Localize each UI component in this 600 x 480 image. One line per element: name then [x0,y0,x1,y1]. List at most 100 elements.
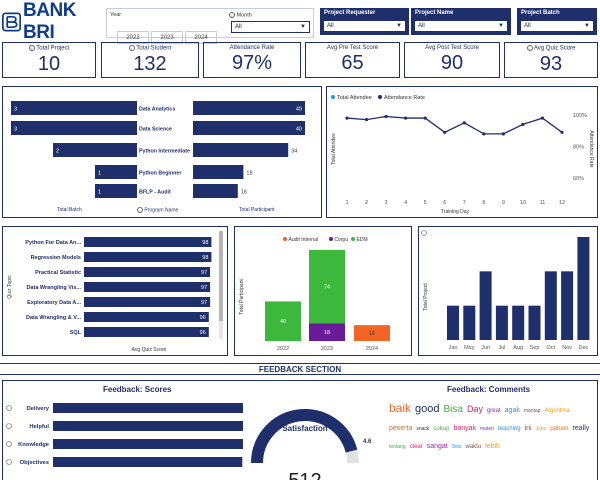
year-segment-label: 40 [280,319,286,325]
month-bar [528,305,541,340]
year-2023-button[interactable]: 2023 [151,31,183,44]
program-name-label: BFLP - Audit [139,190,171,196]
participant-value-label: 34 [291,149,297,155]
year-segment-label: 18 [324,330,330,336]
feedback-bar [53,403,243,413]
feedback-category-label: Knowledge [18,442,50,448]
year-chart-panel: Audit Internal Corpu EDM Total Participant 4… [234,226,412,356]
month-bar [479,271,492,340]
attendance-rate-point [521,122,525,126]
quiz-topic-label: Practical Statistic [35,270,81,276]
attendance-rate-point [443,130,447,134]
legend-marker [351,237,355,241]
word-cloud-word: sangat [426,443,448,450]
project-requester-select[interactable]: All ▼ [323,20,406,32]
legend-rate-marker [378,95,382,99]
project-name-filter: Project Name All ▼ [411,8,511,35]
kpi-value: 132 [133,52,167,75]
word-cloud-word: mantap [523,408,541,414]
month-select[interactable]: All ▼ [231,21,310,33]
kpi-label: Attendance Rate [229,45,275,51]
kpi-value: 10 [37,52,61,75]
word-cloud-word: Day [466,404,483,414]
quiz-scrollbar-thumb [219,231,223,321]
month-x-label: Aug [513,345,523,351]
program-chart: 3 Data Analytics 40 3 Data Science 40 2 Python … [11,101,305,198]
right-tick-label: 80% [573,145,584,151]
right-tick-label: 100% [573,113,587,119]
feedback-category-label: Objectives [20,460,49,466]
satisfaction-label: Satisfaction [282,424,327,433]
word-cloud-word: Bisa [443,404,463,415]
word-cloud-word: great [486,408,501,414]
feedback-scores-chart: Delivery4.60Helpful4.63Knowledge4.63Obje… [6,403,243,467]
word-cloud-word: Algoritma [544,408,570,414]
info-icon: i [229,12,235,18]
batch-value-label: 3 [14,127,17,133]
feedback-word-cloud: baik good Bisa Day great agak mantap Algoritma p… [387,399,599,480]
x-tick-label: 9 [502,200,505,206]
attendance-rate-point [482,132,486,136]
program-name-label: Data Analytics [139,107,175,113]
word-cloud-word: tentang [389,444,406,450]
year-2022-button[interactable]: 2022 [117,31,149,44]
feedback-bar [53,439,243,449]
program-chart-panel: 3 Data Analytics 40 3 Data Science 40 2 Python … [2,86,322,218]
quiz-value-label: 96 [200,330,206,336]
month-x-label: Dec [579,345,589,351]
info-icon [6,441,12,447]
info-icon: i [28,45,35,51]
year-segment [309,323,345,341]
legend-marker [283,237,287,241]
program-name-label: Python Intermediate [139,149,190,155]
kpi-avg-pre-test: Avg Pre Test Score 65 [305,42,400,78]
month-label: i Month [229,12,252,18]
project-requester-filter: Project Requester All ▼ [320,8,409,35]
batch-value-label: 1 [98,190,101,196]
kpi-value: 93 [539,52,563,75]
info-icon: i [128,45,135,51]
month-bar [463,305,476,340]
chevron-down-icon: ▼ [498,23,504,29]
batch-bar [95,165,137,179]
x-tick-label: 7 [463,200,466,206]
quiz-bar [84,312,209,322]
right-tick-label: 60% [573,176,584,182]
year-x-label: 2022 [277,346,289,352]
month-ylabel: Total Project [423,283,429,311]
feedback-category-label: Helpful [29,424,49,430]
batch-bar [95,184,137,198]
project-batch-select[interactable]: All ▼ [520,20,594,32]
year-2024-button[interactable]: 2024 [185,31,217,44]
quiz-value-label: 98 [202,255,208,261]
x-tick-label: 11 [540,200,546,206]
quiz-topic-label: Exploratory Data A... [27,300,81,306]
batch-value-label: 1 [98,171,101,177]
satisfaction-count: 512 [288,470,321,480]
word-cloud-word: Jobs [535,426,547,432]
feedback-category-label: Delivery [26,406,49,412]
info-icon [6,423,12,429]
project-name-select[interactable]: All ▼ [414,20,508,32]
word-cloud-word: really [572,425,590,432]
word-cloud-word: teaching [497,426,521,432]
attendance-rate-point [345,116,349,120]
bank-logo: BANK BRI [2,0,100,43]
participant-bar [193,165,244,179]
attendance-rate-point [462,121,466,125]
x-tick-label: 8 [482,200,485,206]
month-bar [512,305,525,340]
month-x-label: Jul [498,345,505,351]
project-batch-value: All [524,23,531,29]
info-icon [6,459,12,465]
info-icon: i [137,207,143,213]
legend-rate-label: Attendance Rate [384,95,425,101]
info-icon: i [526,45,533,51]
x-tick-label: 4 [404,200,407,206]
kpi-avg-post-test: Avg Post Test Score 90 [404,42,500,78]
word-cloud-word: banyak [453,425,477,432]
batch-bar [11,121,137,135]
year-x-label: 2024 [366,346,378,352]
attendance-rate-point [423,116,427,120]
chevron-down-icon: ▼ [396,23,402,29]
